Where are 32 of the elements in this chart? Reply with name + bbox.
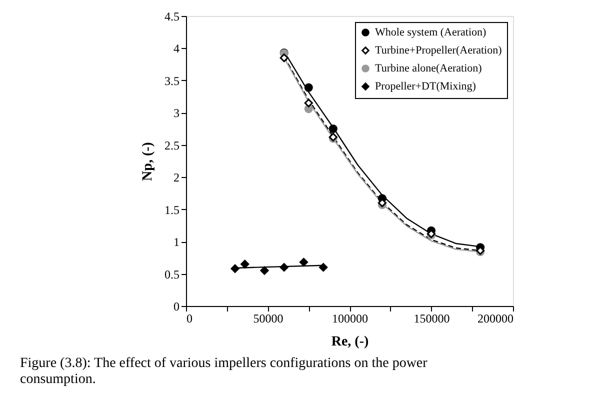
y-axis-title: Np, (-) bbox=[140, 142, 156, 181]
point bbox=[304, 83, 313, 92]
point bbox=[280, 263, 288, 272]
x-tick-label: 100000 bbox=[332, 312, 368, 326]
point bbox=[304, 98, 313, 108]
legend-label: Propeller+DT(Mixing) bbox=[375, 80, 476, 92]
x-tick-label: 200000 bbox=[478, 312, 514, 326]
point bbox=[299, 258, 308, 266]
y-tick-label: 1 bbox=[174, 235, 180, 250]
point bbox=[319, 263, 328, 272]
x-tick-label: 0 bbox=[186, 312, 192, 326]
x-tick-label: 50000 bbox=[253, 312, 284, 326]
point bbox=[280, 54, 288, 62]
legend-label: Turbine alone(Aeration) bbox=[375, 62, 482, 74]
y-tick-label: 4 bbox=[174, 42, 180, 56]
x-tick-label: 150000 bbox=[414, 312, 450, 326]
point bbox=[230, 264, 240, 273]
y-tick-label: 4.5 bbox=[164, 10, 180, 24]
x-axis-title: Re, (-) bbox=[331, 334, 369, 350]
text: Figure (3.8): The effect of various impellers configurations on the power consumption. bbox=[20, 356, 428, 387]
y-tick-label: 2 bbox=[174, 170, 180, 185]
point bbox=[328, 124, 338, 134]
y-tick-label: 3 bbox=[174, 106, 180, 120]
y-tick-label: 0.5 bbox=[164, 267, 180, 282]
point bbox=[240, 260, 250, 268]
y-tick-label: 2.5 bbox=[164, 138, 180, 152]
legend-label: Turbine+Propeller(Aeration) bbox=[375, 44, 502, 56]
y-tick-label: 3.5 bbox=[164, 74, 180, 88]
legend-label: Whole system (Aeration) bbox=[375, 26, 487, 38]
y-tick-label: 0 bbox=[174, 300, 180, 314]
y-tick-label: 1.5 bbox=[164, 202, 180, 217]
point bbox=[260, 266, 269, 275]
